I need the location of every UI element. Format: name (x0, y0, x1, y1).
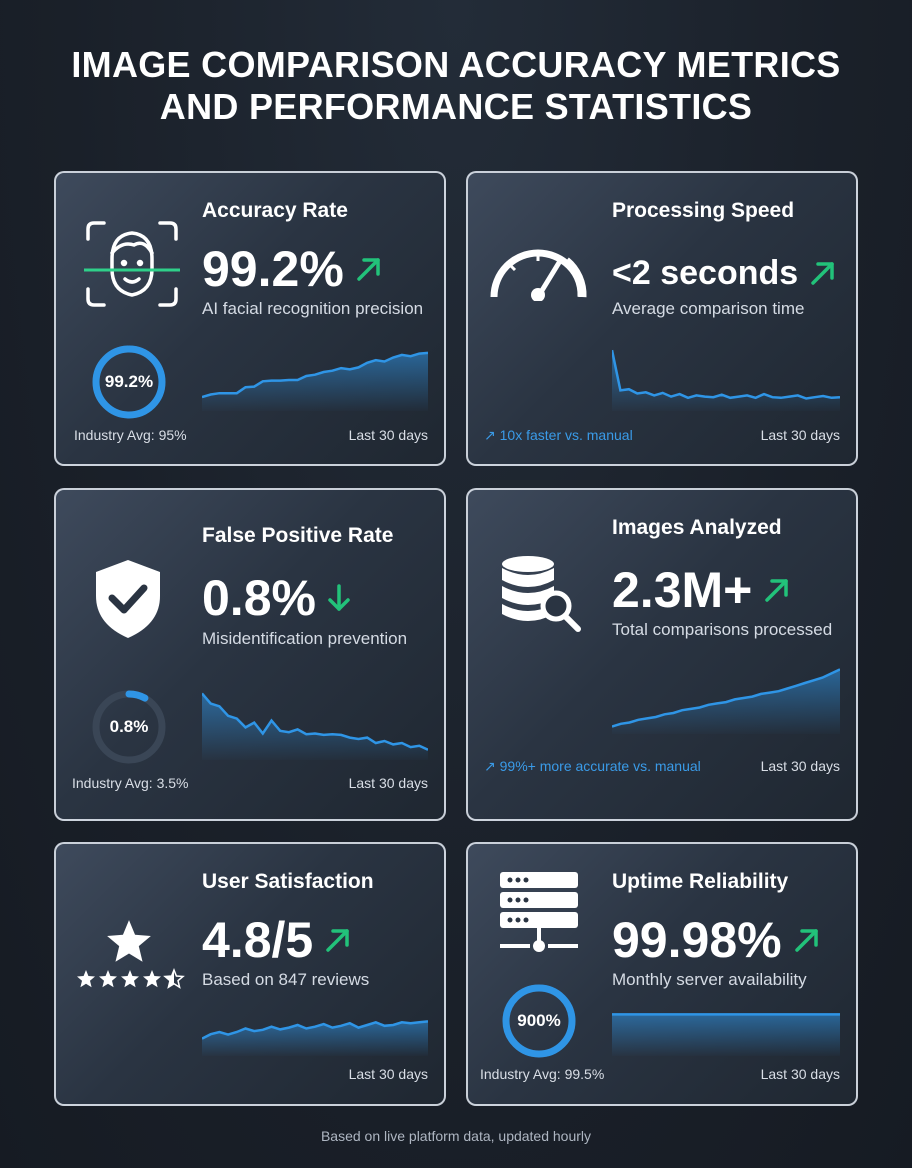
ring-label: 900% (517, 1011, 561, 1030)
face-scan-icon (84, 221, 180, 307)
page-title-line-2: AND PERFORMANCE STATISTICS (159, 86, 753, 127)
accuracy-ring: 99.2% (90, 343, 168, 421)
trend-up-arrow-icon (794, 929, 818, 952)
rating-stars-icon (77, 967, 185, 989)
false-positive-card: False Positive Rate 0.8% Misidentificati… (54, 488, 446, 821)
ring-label: 0.8% (109, 717, 149, 736)
sparkline-line (202, 1020, 428, 1040)
card-title: Images Analyzed (612, 516, 782, 539)
uptime-reliability-card: Uptime Reliability 99.98% Monthly server… (466, 842, 858, 1106)
progress-ring-icon (92, 345, 166, 419)
rating-star-icon (143, 970, 161, 988)
trend-line-icon: ↗ (484, 758, 500, 774)
ring-label: 99.2% (104, 372, 154, 391)
rating-stars (76, 967, 186, 990)
uptime-ring: 900% (500, 982, 578, 1060)
value-text: 0.8% (202, 570, 316, 626)
trend-up-arrow-icon (765, 579, 789, 602)
speed-comparison-note: ↗ 10x faster vs. manual (484, 427, 633, 444)
card-value: 0.8% (202, 570, 352, 626)
database-search-icon (502, 556, 581, 632)
rating-star-icon (163, 967, 185, 989)
card-value: 4.8/5 (202, 912, 353, 968)
card-title: False Positive Rate (202, 524, 394, 547)
value-text: 4.8/5 (202, 912, 314, 968)
card-subtitle: Misidentification prevention (202, 629, 408, 648)
progress-ring-icon (92, 690, 166, 764)
user-satisfaction-card: User Satisfaction 4.8/5 Based on 847 rev… (54, 842, 446, 1106)
card-value: <2 seconds (612, 245, 838, 301)
time-range-label: Last 30 days (760, 427, 840, 443)
time-range-label: Last 30 days (760, 758, 840, 774)
speed-sparkline (612, 349, 840, 411)
rating-star-icon (99, 970, 117, 988)
industry-average: Industry Avg: 99.5% (480, 1066, 605, 1082)
trend-line-icon: ↗ (484, 427, 500, 443)
star-icon (107, 920, 151, 962)
card-title: User Satisfaction (202, 870, 374, 893)
images-analyzed-card: Images Analyzed 2.3M+ Total comparisons … (466, 488, 858, 821)
card-subtitle: Total comparisons processed (612, 620, 833, 639)
sparkline-line (612, 349, 840, 400)
time-range-label: Last 30 days (760, 1066, 840, 1082)
value-text: <2 seconds (612, 254, 799, 292)
sparkline-area (612, 1014, 840, 1056)
card-title: Accuracy Rate (202, 199, 348, 222)
accuracy-sparkline (202, 351, 428, 411)
footer-note: Based on live platform data, updated hou… (320, 1128, 592, 1144)
time-range-label: Last 30 days (348, 1066, 428, 1082)
card-subtitle: Monthly server availability (612, 970, 807, 989)
value-text: 99.2% (202, 241, 344, 297)
sparkline-area (202, 352, 428, 411)
card-subtitle: Average comparison time (612, 299, 805, 318)
accuracy-comparison-note: ↗ 99%+ more accurate vs. manual (484, 758, 701, 775)
sparkline-line (202, 351, 428, 399)
card-title: Processing Speed (612, 199, 795, 222)
card-value: 99.2% (202, 241, 384, 297)
card-title: Uptime Reliability (612, 870, 789, 893)
sparkline-area (612, 669, 840, 734)
time-range-label: Last 30 days (348, 775, 428, 791)
page-title: IMAGE COMPARISON ACCURACY METRICS AND PE… (0, 44, 912, 128)
trend-up-arrow-icon (357, 258, 380, 281)
value-text: 99.98% (612, 912, 782, 968)
trend-up-arrow-icon (811, 262, 834, 285)
speedometer-icon (490, 249, 587, 301)
sparkline-area (612, 350, 840, 411)
rating-star-icon (77, 970, 95, 988)
trend-up-arrow-icon (326, 929, 349, 952)
processing-speed-card: Processing Speed <2 seconds Average comp… (466, 171, 858, 466)
rating-star-icon (121, 970, 139, 988)
accuracy-rate-card: Accuracy Rate 99.2% AI facial recognitio… (54, 171, 446, 466)
images-sparkline (612, 668, 840, 734)
sparkline-line (202, 692, 428, 751)
false-positive-ring: 0.8% (90, 688, 168, 766)
card-value: 99.98% (612, 912, 822, 968)
shield-check-icon (96, 560, 160, 638)
progress-ring-icon (502, 984, 576, 1058)
note-text: 10x faster vs. manual (499, 427, 633, 443)
sparkline-area (202, 693, 428, 760)
sparkline-line (612, 668, 840, 728)
industry-average: Industry Avg: 95% (74, 427, 187, 443)
uptime-sparkline (612, 1013, 840, 1056)
page-title-line-1: IMAGE COMPARISON ACCURACY METRICS (71, 44, 841, 85)
false-positive-sparkline (202, 692, 428, 760)
value-text: 2.3M+ (612, 562, 753, 618)
satisfaction-sparkline (202, 1020, 428, 1056)
trend-down-arrow-icon (328, 584, 350, 611)
server-icon (500, 872, 578, 952)
card-subtitle: AI facial recognition precision (202, 299, 424, 318)
note-text: 99%+ more accurate vs. manual (499, 758, 701, 774)
industry-average: Industry Avg: 3.5% (72, 775, 189, 791)
card-subtitle: Based on 847 reviews (202, 970, 370, 989)
time-range-label: Last 30 days (348, 427, 428, 443)
card-value: 2.3M+ (612, 562, 792, 618)
sparkline-area (202, 1021, 428, 1056)
